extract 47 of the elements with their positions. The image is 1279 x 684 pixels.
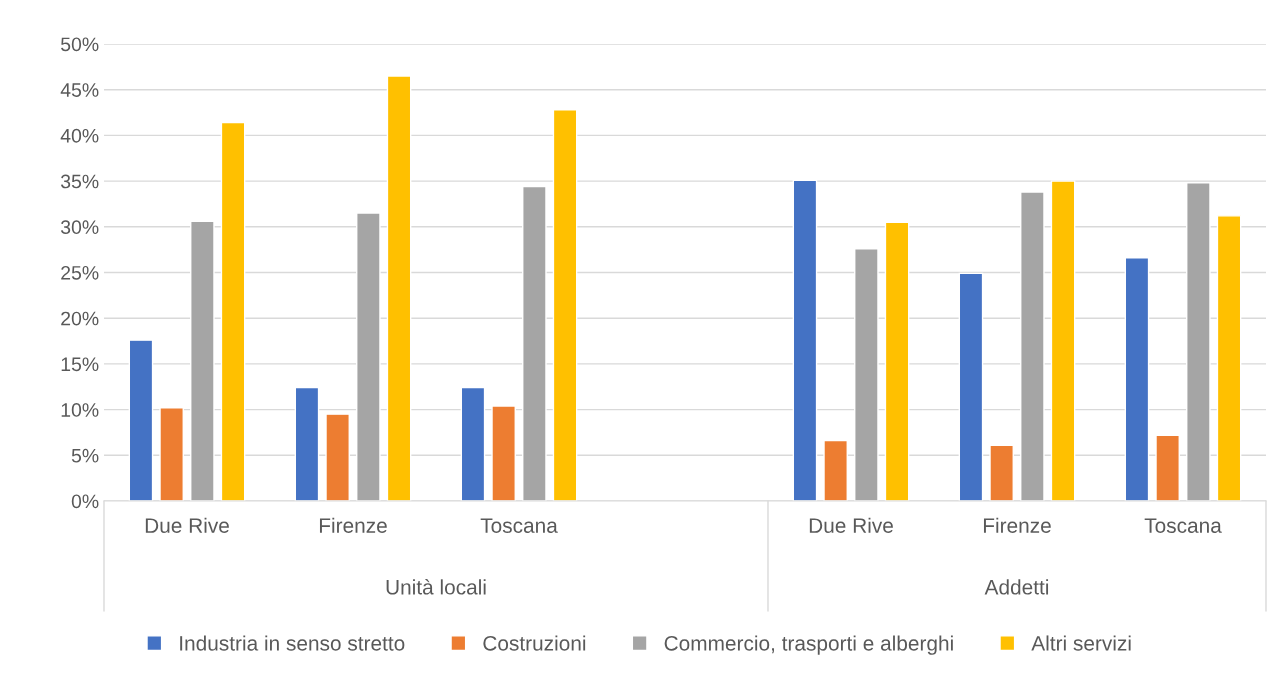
- bar: [1155, 434, 1180, 501]
- legend-label: Commercio, trasporti e alberghi: [664, 635, 953, 655]
- bar: [356, 212, 381, 501]
- y-tick-label: 20%: [61, 311, 99, 326]
- bar: [792, 179, 818, 501]
- y-tick-label: 45%: [60, 83, 99, 97]
- x-tick-label: Toscana: [1144, 518, 1222, 533]
- y-tick-label: 15%: [61, 357, 99, 372]
- bar: [552, 109, 578, 501]
- bar: [989, 444, 1014, 501]
- text: Addetti: [984, 579, 1049, 595]
- bar: [325, 413, 350, 501]
- y-tick-label: 25%: [61, 265, 99, 280]
- y-tick-label: 5%: [71, 448, 99, 463]
- legend-label: Industria in senso stretto: [180, 635, 405, 651]
- y-tick-label: 10%: [61, 403, 99, 417]
- bar: [128, 339, 154, 501]
- bar: [1020, 191, 1045, 501]
- x-tick-label: Firenze: [319, 517, 387, 533]
- x-tick-label: Firenze: [983, 517, 1051, 533]
- y-tick-label: 40%: [60, 128, 99, 143]
- bar: [1186, 182, 1211, 501]
- y-tick-label: 35%: [60, 174, 99, 189]
- text: Unità locali: [386, 579, 486, 595]
- bar: [823, 439, 848, 501]
- bar: [1124, 257, 1150, 501]
- bar: [958, 272, 984, 501]
- bar: [854, 248, 879, 501]
- legend-label: Costruzioni: [483, 635, 586, 651]
- x-tick-label: Due Rive: [809, 517, 893, 533]
- bar: [1050, 180, 1076, 501]
- y-tick-label: 50%: [61, 37, 99, 52]
- bar: [522, 185, 547, 501]
- legend-label: Altri servizi: [1031, 635, 1131, 651]
- bar: [190, 220, 215, 501]
- x-tick-label: Due Rive: [145, 517, 229, 533]
- y-tick-label: 0%: [71, 494, 99, 509]
- y-tick-label: 30%: [60, 220, 99, 235]
- bar: [159, 407, 184, 501]
- bar: [1216, 215, 1242, 501]
- bar: [460, 386, 486, 501]
- bar: [220, 121, 246, 501]
- bar: [884, 221, 910, 501]
- x-tick-label: Toscana: [480, 518, 558, 533]
- bar: [386, 75, 412, 501]
- bar: [491, 405, 516, 501]
- bar: [294, 386, 320, 501]
